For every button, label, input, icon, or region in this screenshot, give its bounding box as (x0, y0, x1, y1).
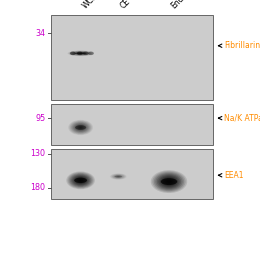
Ellipse shape (157, 174, 181, 189)
Ellipse shape (74, 124, 87, 131)
Ellipse shape (116, 176, 120, 177)
Ellipse shape (76, 125, 85, 130)
Ellipse shape (88, 52, 94, 55)
Ellipse shape (70, 174, 91, 187)
Ellipse shape (117, 176, 120, 177)
Ellipse shape (72, 52, 89, 55)
Text: CE: CE (118, 0, 132, 10)
Text: Fibrillarin: Fibrillarin (224, 41, 260, 50)
Ellipse shape (73, 176, 88, 185)
Text: 180: 180 (30, 183, 46, 193)
Ellipse shape (69, 51, 93, 56)
Ellipse shape (151, 170, 187, 193)
Ellipse shape (164, 179, 174, 184)
Ellipse shape (72, 175, 89, 185)
Ellipse shape (161, 177, 177, 186)
Ellipse shape (74, 52, 87, 55)
Ellipse shape (154, 172, 184, 191)
Ellipse shape (71, 174, 90, 186)
Ellipse shape (75, 125, 86, 130)
Ellipse shape (73, 52, 88, 55)
Ellipse shape (158, 175, 180, 188)
Ellipse shape (68, 120, 93, 135)
Ellipse shape (80, 53, 82, 54)
Bar (51, 149, 213, 199)
Ellipse shape (79, 53, 83, 54)
Ellipse shape (77, 126, 84, 130)
Ellipse shape (72, 122, 89, 133)
Text: 130: 130 (30, 149, 46, 158)
Ellipse shape (74, 178, 87, 183)
Ellipse shape (69, 121, 92, 135)
Ellipse shape (76, 177, 85, 183)
Ellipse shape (115, 175, 122, 178)
Ellipse shape (77, 53, 84, 54)
Ellipse shape (76, 52, 85, 54)
Ellipse shape (77, 52, 83, 55)
Ellipse shape (71, 51, 90, 55)
Ellipse shape (66, 171, 95, 189)
Ellipse shape (68, 51, 94, 56)
Ellipse shape (77, 178, 84, 183)
Ellipse shape (69, 173, 93, 188)
Ellipse shape (163, 178, 175, 185)
Ellipse shape (115, 176, 121, 178)
Ellipse shape (75, 177, 87, 184)
Ellipse shape (70, 51, 92, 56)
Text: Endosome: Endosome (169, 0, 204, 10)
Ellipse shape (160, 176, 178, 187)
Ellipse shape (80, 127, 82, 128)
Ellipse shape (73, 123, 88, 132)
Text: WCE: WCE (81, 0, 99, 10)
Ellipse shape (114, 175, 122, 178)
Bar (51, 15, 213, 100)
Ellipse shape (79, 180, 82, 181)
Text: EEA1: EEA1 (224, 171, 244, 180)
Ellipse shape (70, 52, 76, 55)
Ellipse shape (78, 179, 83, 182)
Ellipse shape (79, 126, 83, 129)
Ellipse shape (70, 121, 91, 134)
Ellipse shape (83, 52, 89, 55)
Ellipse shape (114, 176, 122, 178)
Ellipse shape (152, 171, 186, 192)
Ellipse shape (75, 53, 86, 54)
Ellipse shape (155, 173, 183, 190)
Ellipse shape (161, 178, 177, 185)
Ellipse shape (113, 175, 123, 178)
Ellipse shape (167, 181, 171, 183)
Ellipse shape (118, 176, 119, 177)
Text: 95: 95 (35, 114, 45, 123)
Ellipse shape (113, 174, 124, 179)
Text: 34: 34 (36, 28, 46, 38)
Ellipse shape (75, 124, 86, 131)
Bar (51, 104, 213, 145)
Text: Na/K ATPase: Na/K ATPase (224, 114, 260, 123)
Ellipse shape (75, 52, 86, 55)
Ellipse shape (166, 180, 172, 183)
Ellipse shape (71, 122, 90, 133)
Ellipse shape (68, 172, 94, 188)
